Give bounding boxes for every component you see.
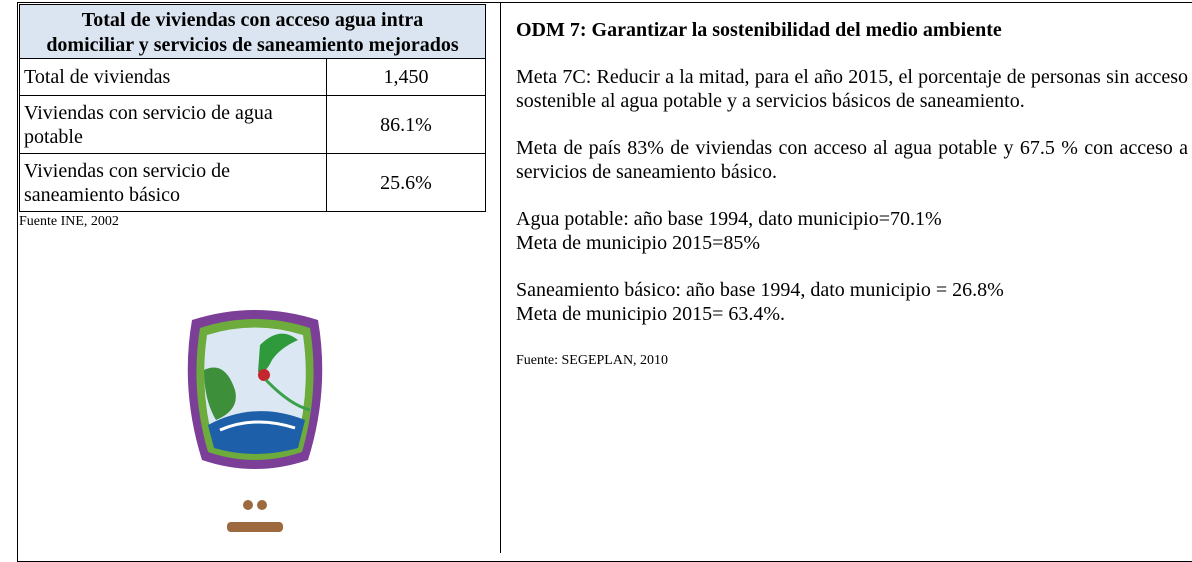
text-line: Meta de municipio 2015=85% [516,231,1188,255]
text-line: Meta 7C: Reducir a la mitad, para el año… [516,65,1188,113]
source: Fuente INE, 2002 [19,214,486,230]
table-header: Total de viviendas con acceso agua intra… [20,5,486,59]
text-line: Saneamiento básico: año base 1994, dato … [516,278,1188,302]
text-line: Meta de municipio 2015= 63.4%. [516,302,1188,326]
right-panel: ODM 7: Garantizar la sostenibilidad del … [516,18,1188,373]
divider [500,2,501,553]
paragraph: Agua potable: año base 1994, dato munici… [516,207,1188,255]
paragraph: Meta de país 83% de viviendas con acceso… [516,136,1188,184]
title: ODM 7: Garantizar la sostenibilidad del … [516,18,1188,42]
paragraph: Saneamiento básico: año base 1994, dato … [516,278,1188,326]
cell: Viviendas con servicio de saneamiento bá… [20,154,327,212]
paragraph: Meta 7C: Reducir a la mitad, para el año… [516,65,1188,113]
logo [180,300,330,545]
cell: 1,450 [327,59,486,96]
stats-table: Total de viviendas con acceso agua intra… [19,4,486,212]
text-line: Meta de país 83% de viviendas con acceso… [516,136,1188,184]
page: Total de viviendas con acceso agua intra… [0,0,1192,553]
left-panel: Total de viviendas con acceso agua intra… [19,4,486,230]
cell: Viviendas con servicio de agua potable [20,96,327,154]
source: Fuente: SEGEPLAN, 2010 [516,349,1188,373]
cell: 25.6% [327,154,486,212]
text-line: Agua potable: año base 1994, dato munici… [516,207,1188,231]
cell: 86.1% [327,96,486,154]
paragraphs: Meta 7C: Reducir a la mitad, para el año… [516,65,1188,326]
cell: Total de viviendas [20,59,327,96]
